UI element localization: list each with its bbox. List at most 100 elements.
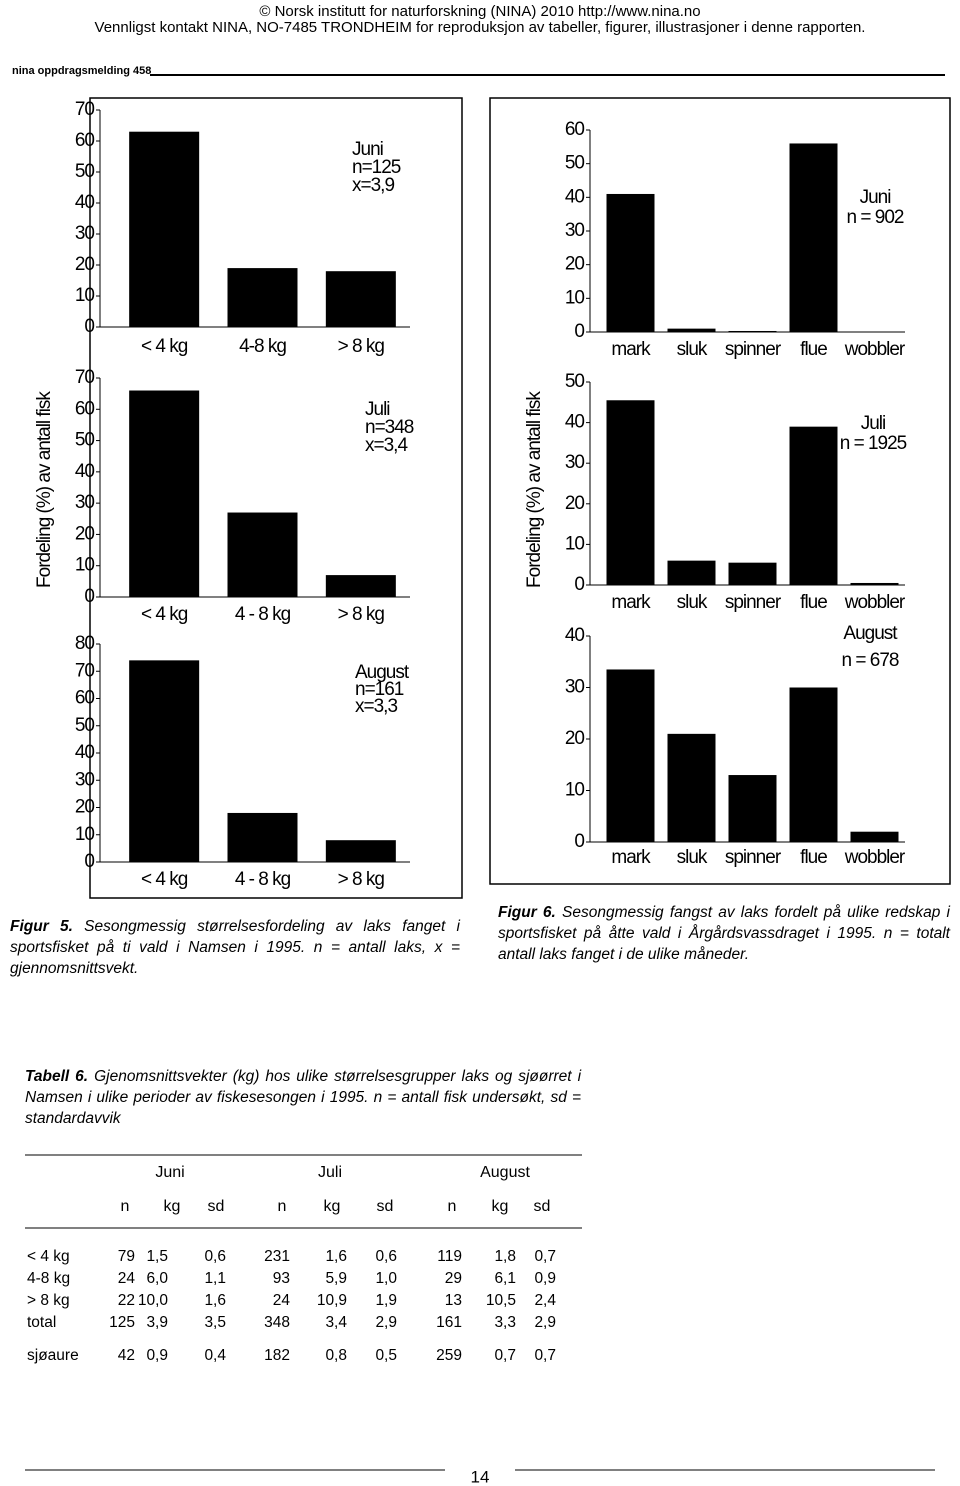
series-label: nina oppdragsmelding 458 [12, 65, 151, 77]
y-tick-label: 20 [565, 493, 585, 514]
table-column-header: kg [324, 1198, 341, 1215]
x-tick-label: > 8 kg [338, 869, 385, 890]
y-tick-label: 10 [75, 555, 95, 576]
y-tick-label: 70 [75, 99, 95, 120]
table-column-header: kg [492, 1198, 509, 1215]
x-tick-label: mark [611, 592, 651, 613]
y-tick-label: 40 [75, 192, 95, 213]
annotation: August [355, 662, 410, 683]
table-cell: 4-8 kg [27, 1270, 70, 1287]
table-cell: 2,4 [534, 1292, 556, 1309]
table-column-header: n [121, 1198, 130, 1215]
table-cell: 22 [118, 1292, 135, 1309]
bar [728, 775, 777, 842]
y-tick-label: 20 [75, 523, 95, 544]
annotation: Juni [352, 139, 383, 160]
table-cell: 161 [436, 1314, 462, 1331]
bar [667, 733, 716, 842]
bar [325, 271, 396, 327]
figure-frame [89, 97, 463, 899]
table-cell: 13 [445, 1292, 462, 1309]
table-caption: Tabell 6. Gjenomsnittsvekter (kg) hos ul… [25, 1066, 581, 1129]
x-tick-label: flue [800, 339, 827, 360]
table-cell: 2,9 [534, 1314, 556, 1331]
table-cell: 10,5 [486, 1292, 516, 1309]
table-cell: 3,9 [146, 1314, 168, 1331]
x-tick-label: sluk [677, 339, 708, 360]
table-cell: sjøaure [27, 1347, 79, 1364]
page-number: 14 [471, 1467, 490, 1486]
bar [789, 687, 838, 842]
table-cell: 10,0 [138, 1292, 169, 1309]
annotation: Juli [365, 399, 390, 420]
caption-text: Sesongmessig størrelsesfordeling av laks… [10, 918, 460, 977]
annotation: August [843, 623, 898, 644]
table-cell: 0,9 [146, 1347, 168, 1364]
x-tick-label: wobbler [844, 847, 906, 868]
x-tick-label: spinner [725, 847, 782, 868]
y-tick-label: 70 [75, 367, 95, 388]
header-line: © Norsk institutt for naturforskning (NI… [259, 3, 700, 20]
y-tick-label: 40 [565, 412, 585, 433]
table-group-header: Juni [155, 1164, 184, 1181]
annotation: Juni [860, 187, 891, 208]
bar [789, 426, 838, 585]
y-tick-label: 0 [84, 316, 94, 337]
bar [728, 562, 777, 585]
table-cell: 5,9 [325, 1270, 347, 1287]
caption-text: Gjenomsnittsvekter (kg) hos ulike større… [25, 1068, 582, 1127]
table-cell: 231 [264, 1248, 290, 1265]
x-tick-label: 4 - 8 kg [235, 604, 291, 625]
table-cell: 3,3 [494, 1314, 516, 1331]
y-tick-label: 70 [75, 660, 95, 681]
table-column-header: kg [164, 1198, 181, 1215]
table-cell: 0,7 [534, 1347, 556, 1364]
table-cell: 0,7 [494, 1347, 516, 1364]
table-cell: 0,6 [375, 1248, 397, 1265]
y-axis-title: Fordeling (%) av antall fisk [524, 391, 545, 588]
y-tick-label: 40 [75, 742, 95, 763]
y-tick-label: 80 [75, 633, 95, 654]
table-cell: 6,1 [494, 1270, 516, 1287]
bar [129, 390, 200, 597]
x-tick-label: mark [611, 847, 651, 868]
x-tick-label: < 4 kg [141, 869, 188, 890]
y-tick-label: 50 [565, 153, 585, 174]
y-tick-label: 30 [75, 492, 95, 513]
annotation: x=3,9 [352, 175, 394, 196]
annotation: n = 902 [847, 207, 904, 228]
annotation: x=3,4 [365, 435, 408, 456]
caption-label: Tabell 6. [25, 1068, 89, 1085]
y-tick-label: 30 [565, 220, 585, 241]
y-tick-label: 20 [75, 254, 95, 275]
x-tick-label: sluk [677, 847, 708, 868]
table-cell: 1,6 [204, 1292, 226, 1309]
table-cell: 1,9 [375, 1292, 397, 1309]
bar [606, 193, 655, 332]
bar [606, 400, 655, 585]
table-cell: 10,9 [317, 1292, 347, 1309]
y-tick-label: 30 [565, 677, 585, 698]
table-cell: 1,8 [494, 1248, 516, 1265]
bar [227, 512, 298, 597]
y-tick-label: 50 [75, 715, 95, 736]
table-cell: 3,4 [325, 1314, 347, 1331]
y-tick-label: 40 [75, 461, 95, 482]
table-cell: 93 [273, 1270, 290, 1287]
table-cell: 259 [436, 1347, 462, 1364]
figure-caption: Figur 5. Sesongmessig størrelsesfordelin… [10, 916, 460, 979]
table-cell: 29 [445, 1270, 462, 1287]
bar [227, 268, 298, 327]
table-cell: 119 [437, 1248, 462, 1265]
table-cell: 182 [264, 1347, 290, 1364]
header-line: Vennligst kontakt NINA, NO-7485 TRONDHEI… [95, 19, 866, 36]
table-cell: 0,9 [534, 1270, 556, 1287]
y-tick-label: 30 [75, 223, 95, 244]
table-cell: 1,5 [146, 1248, 168, 1265]
bar [850, 582, 899, 585]
x-tick-label: flue [800, 847, 827, 868]
table-column-header: sd [208, 1198, 225, 1215]
figure-caption: Figur 6. Sesongmessig fangst av laks for… [498, 902, 950, 965]
